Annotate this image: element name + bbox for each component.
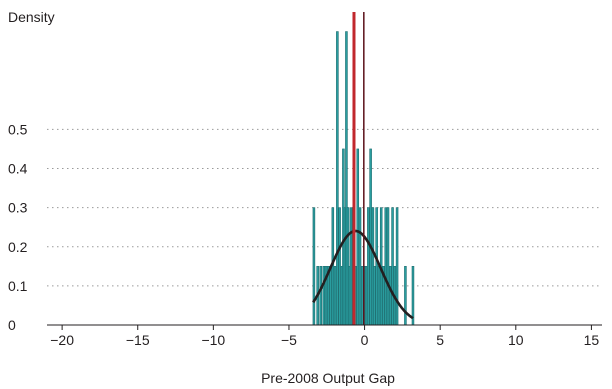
- histogram-bar: [312, 207, 316, 326]
- x-tick-label: 5: [436, 332, 444, 348]
- y-tick-label: 0.5: [8, 121, 28, 137]
- histogram-bar: [384, 207, 388, 326]
- y-tick-label: 0.3: [8, 200, 28, 216]
- y-tick-label: 0: [8, 317, 16, 333]
- histogram-bar: [389, 266, 392, 326]
- x-tick-label: 15: [584, 332, 600, 348]
- histogram-bar: [333, 266, 337, 326]
- histogram-bar: [364, 266, 368, 326]
- axes: 0 0.1 0.2 0.3 0.4 0.5 −20 −15 −10 −5 0 5 10 15: [8, 121, 602, 348]
- histogram-bar: [395, 207, 399, 326]
- histogram-bar: [391, 207, 394, 326]
- histogram-bar: [367, 207, 370, 326]
- y-tick-label: 0.4: [8, 161, 28, 177]
- normal-density-curve: [312, 229, 414, 320]
- x-tick-label: −15: [126, 332, 150, 348]
- histogram-bar: [349, 207, 353, 326]
- histogram-bar: [361, 266, 364, 326]
- histogram-bar: [338, 207, 341, 326]
- histogram-bar: [404, 266, 407, 326]
- grid-lines: [47, 128, 602, 287]
- histogram-bar: [375, 207, 378, 326]
- x-tick-label: 10: [508, 332, 524, 348]
- x-axis-title: Pre-2008 Output Gap: [261, 370, 395, 386]
- y-axis-title: Density: [8, 9, 55, 25]
- histogram-bar: [329, 266, 332, 326]
- histogram-bar: [386, 207, 390, 326]
- x-tick-label: −20: [50, 332, 74, 348]
- histogram-bar: [319, 266, 322, 326]
- histogram-bar: [377, 266, 381, 326]
- y-tick-label: 0.1: [8, 278, 28, 294]
- histogram-bar: [336, 31, 339, 326]
- y-tick-label: 0.2: [8, 239, 28, 255]
- x-tick-label: −5: [281, 332, 297, 348]
- histogram-bar: [369, 148, 372, 326]
- x-tick-label: 0: [361, 332, 369, 348]
- histogram-bar: [358, 207, 362, 326]
- reference-lines: [352, 12, 365, 325]
- histogram-bar: [356, 148, 360, 326]
- histogram-bar: [373, 266, 376, 326]
- histogram-bar: [322, 266, 326, 326]
- x-tick-label: −10: [201, 332, 225, 348]
